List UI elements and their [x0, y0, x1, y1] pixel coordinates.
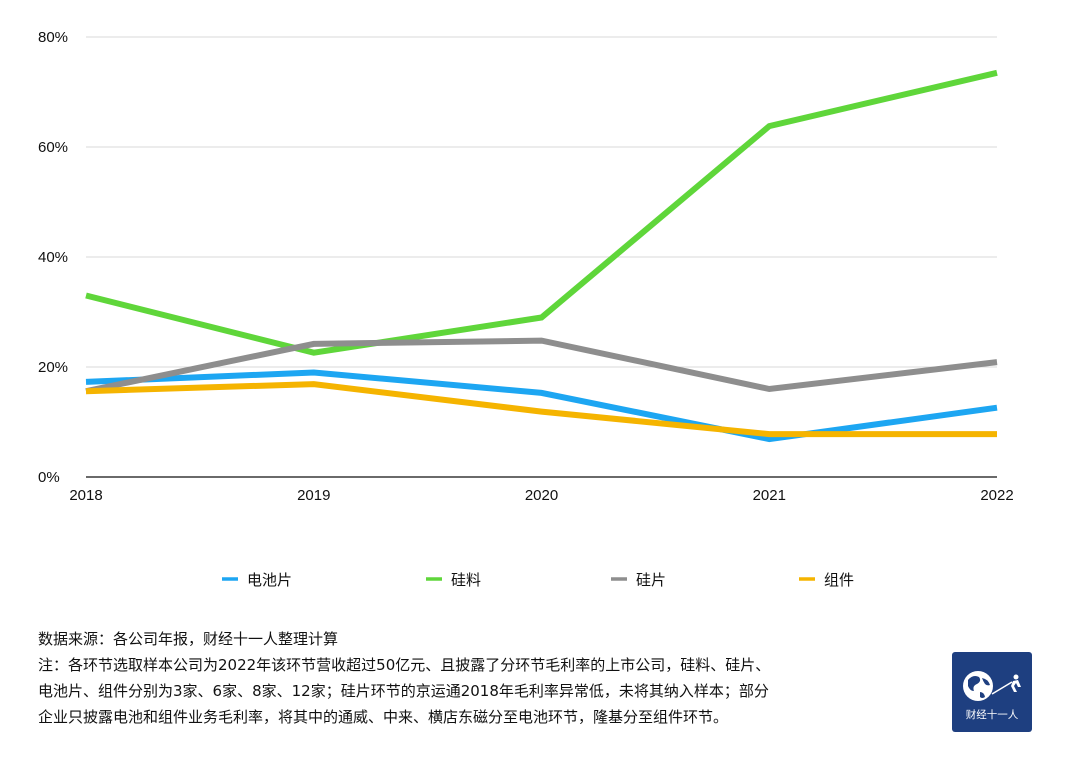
legend-label: 组件	[824, 571, 854, 589]
series-line	[85, 381, 997, 438]
methodology-note-line-2: 电池片、组件分别为3家、6家、8家、12家；硅片环节的京运通2018年毛利率异常…	[38, 682, 769, 700]
x-tick-label: 2021	[753, 487, 786, 504]
data-source-note: 数据来源：各公司年报，财经十一人整理计算	[38, 630, 339, 648]
y-tick-label: 0%	[38, 469, 60, 486]
y-tick-label: 60%	[38, 139, 68, 156]
y-tick-label: 20%	[38, 359, 68, 376]
y-tick-label: 40%	[38, 249, 68, 266]
legend: 电池片 硅料 硅片 组件	[222, 571, 854, 589]
line-chart: 0% 20% 40% 60% 80% 2018 2019 2020 2021 2022 电池片 硅料…	[38, 29, 1014, 589]
legend-label: 硅片	[636, 571, 666, 589]
axes: 0% 20% 40% 60% 80% 2018 2019 2020 2021 2022	[38, 29, 1014, 504]
x-tick-label: 2018	[69, 487, 102, 504]
methodology-note-line-1: 注：各环节选取样本公司为2022年该环节营收超过50亿元、且披露了分环节毛利率的…	[38, 656, 771, 674]
legend-label: 硅料	[451, 571, 481, 589]
series-lines	[85, 69, 998, 443]
series-line	[85, 337, 998, 395]
gridlines	[86, 36, 997, 368]
series-line	[85, 69, 998, 356]
globe-fencer-icon: 财经十一人	[952, 652, 1032, 732]
logo-text: 财经十一人	[966, 708, 1019, 721]
legend-label: 电池片	[247, 571, 292, 589]
methodology-note-line-3: 企业只披露电池和组件业务毛利率，将其中的通威、中来、横店东磁分至电池环节，隆基分…	[38, 708, 729, 726]
x-tick-label: 2022	[980, 487, 1013, 504]
caijing-logo: 财经十一人	[952, 652, 1032, 732]
x-tick-label: 2019	[297, 487, 330, 504]
y-tick-label: 80%	[38, 29, 68, 46]
chart-notes: 数据来源：各公司年报，财经十一人整理计算 注：各环节选取样本公司为2022年该环…	[38, 626, 938, 730]
series-line	[85, 369, 998, 443]
x-tick-label: 2020	[525, 487, 558, 504]
